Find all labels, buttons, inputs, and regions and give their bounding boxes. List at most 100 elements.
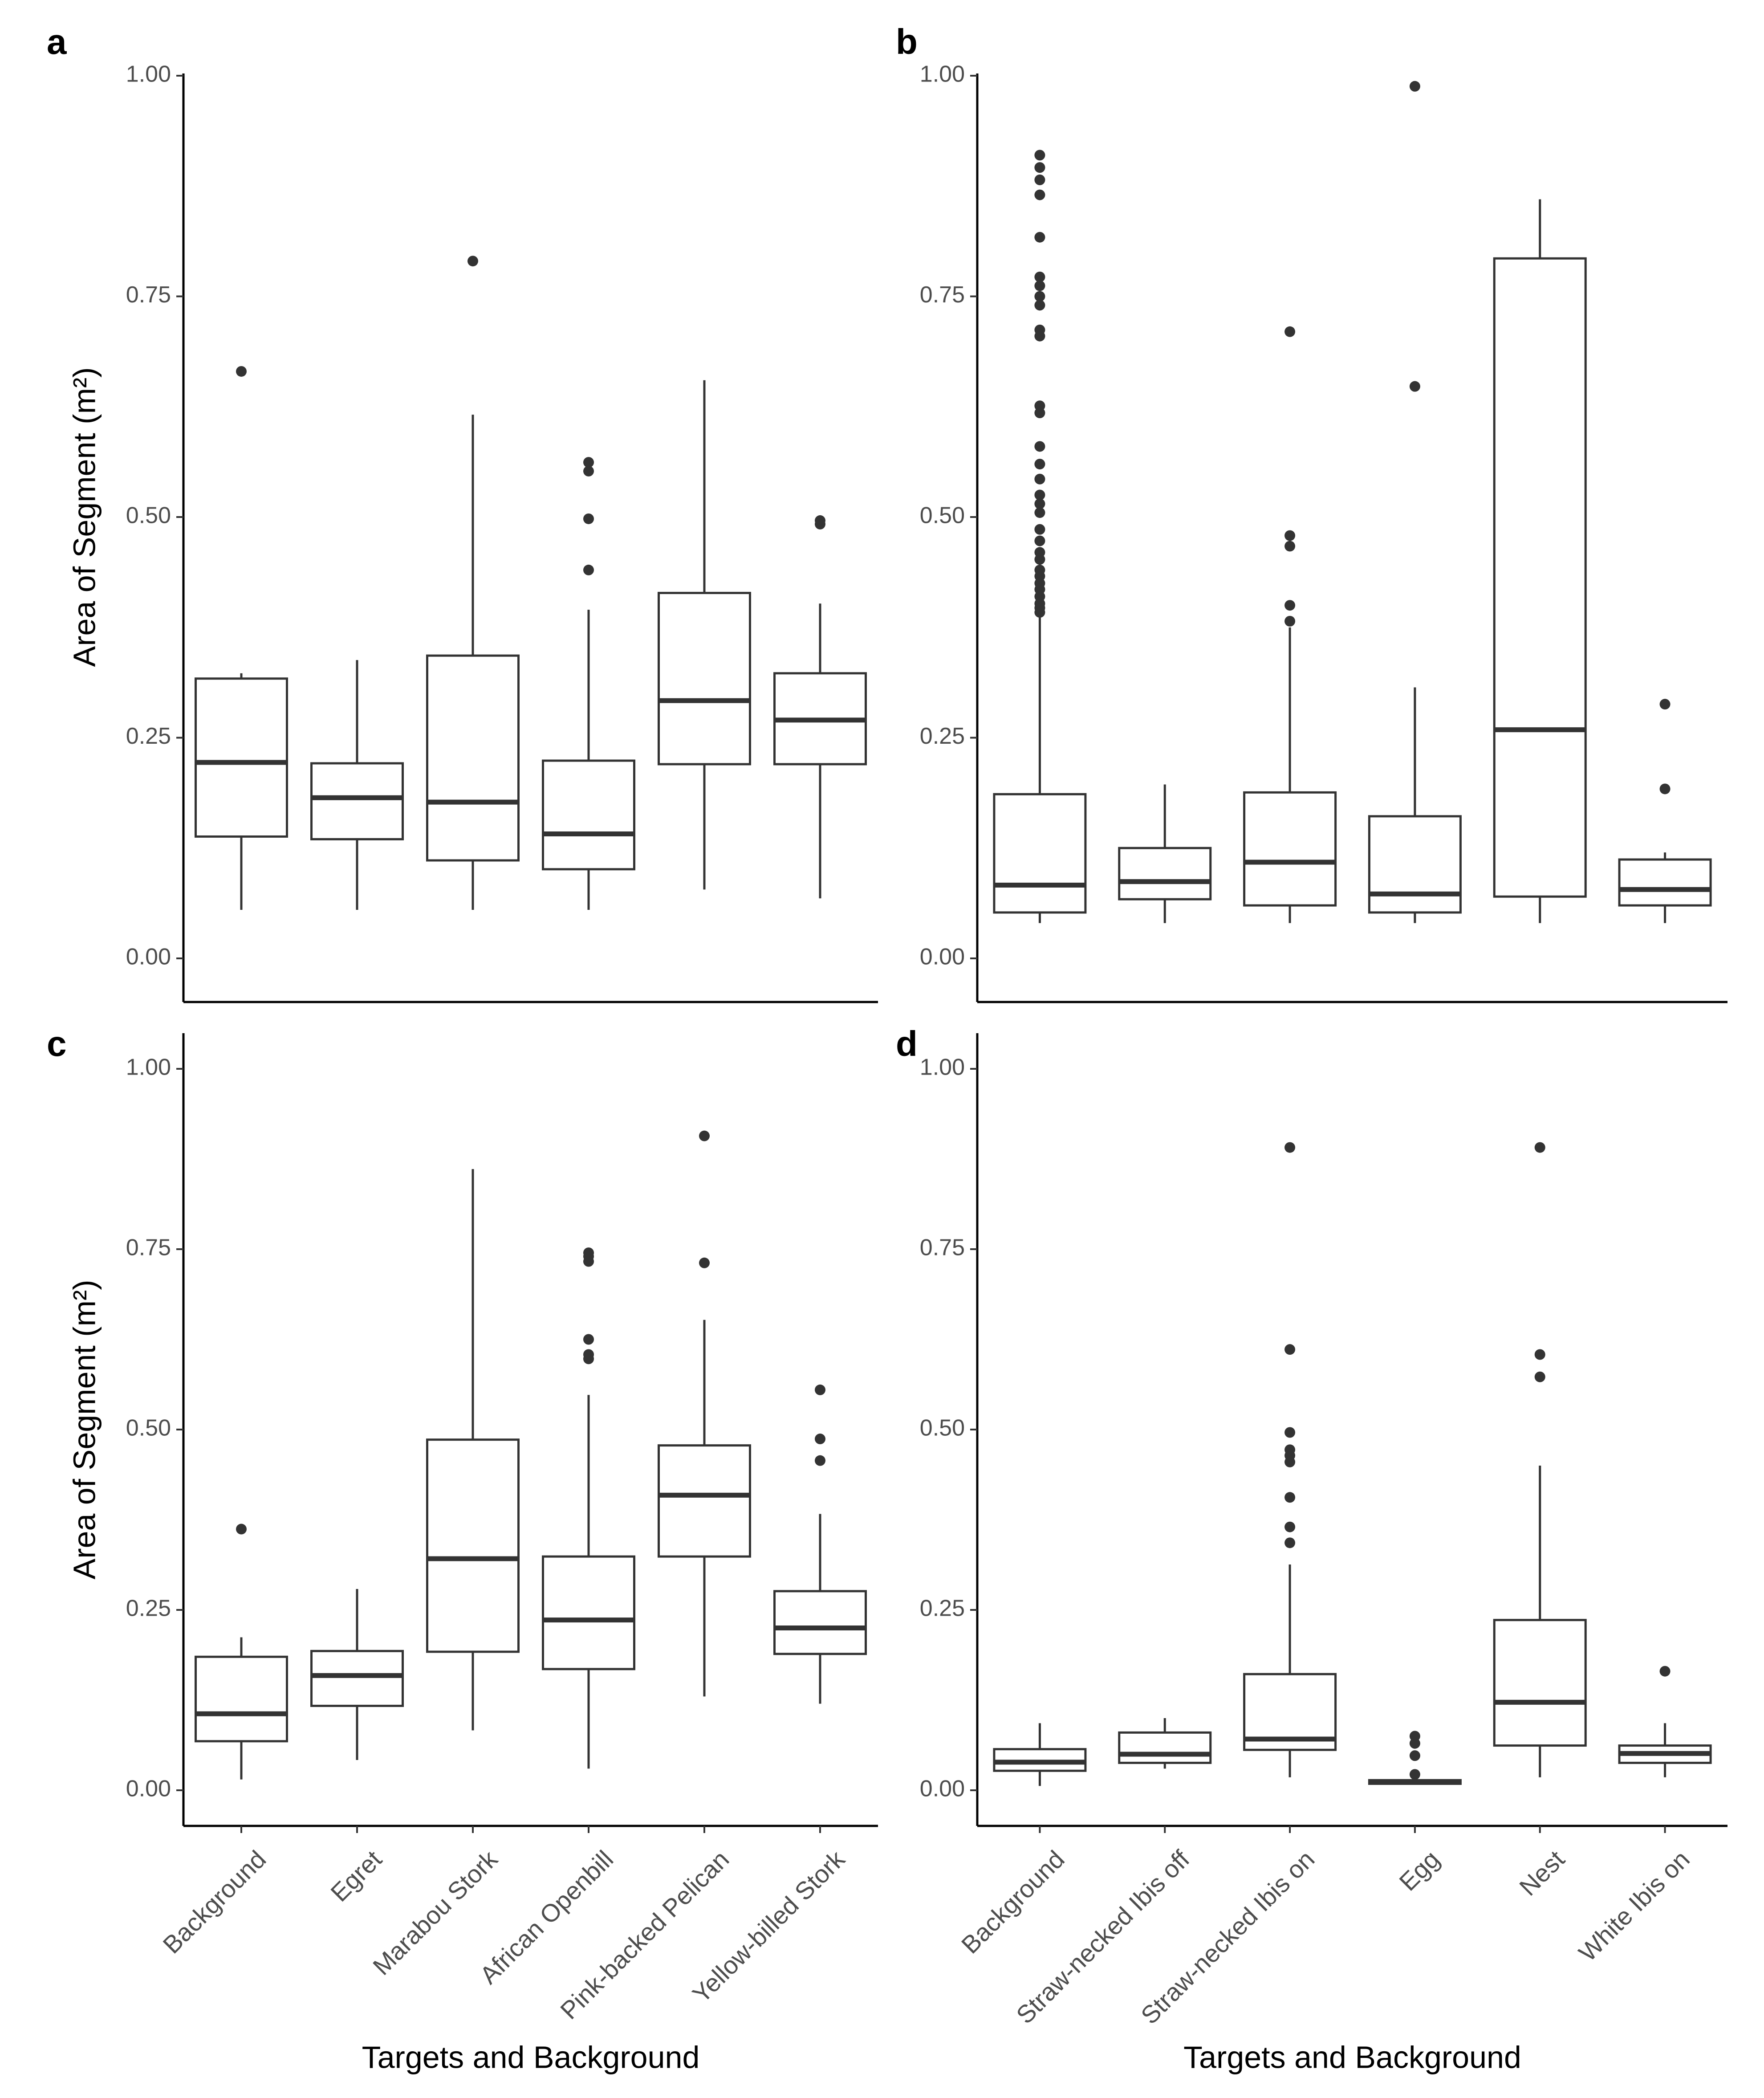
outlier-point — [1284, 1521, 1296, 1532]
iqr-box — [195, 677, 288, 838]
outlier-point — [1284, 530, 1296, 541]
y-tick-label: 1.00 — [920, 1055, 965, 1080]
outlier-point — [1034, 189, 1045, 200]
outlier-point — [1659, 1666, 1671, 1677]
panel-b: b 0.00 0.25 0.50 0.75 1.00 — [896, 22, 1727, 1003]
outlier-point — [236, 366, 247, 377]
outlier-point — [699, 1130, 710, 1141]
box-background — [195, 1524, 288, 1780]
outlier-point — [1034, 489, 1045, 501]
outlier-point — [1284, 1492, 1296, 1503]
y-tick-label: 0.00 — [920, 1776, 965, 1802]
iqr-box — [993, 793, 1087, 914]
box-egg — [1368, 81, 1462, 923]
outlier-point — [583, 1334, 594, 1345]
box-yellow-billed-stork — [773, 515, 867, 899]
y-axis-title: Area of Segment (m²) — [67, 367, 102, 667]
iqr-box — [1118, 1731, 1212, 1764]
iqr-box — [426, 1438, 520, 1653]
outlier-point — [1034, 324, 1045, 335]
y-tick-label: 0.50 — [920, 1415, 965, 1441]
panel-letter: b — [896, 22, 918, 61]
y-tick-label: 0.75 — [126, 1235, 171, 1261]
outlier-point — [1409, 1731, 1420, 1742]
box-pink-backed-pelican — [658, 380, 751, 890]
outlier-point — [1409, 381, 1420, 392]
iqr-box — [658, 591, 751, 766]
x-axis-title: Targets and Background — [1183, 2040, 1521, 2074]
outlier-point — [1034, 441, 1045, 452]
panel-letter: a — [47, 22, 67, 61]
outlier-point — [583, 1247, 594, 1259]
outlier-point — [1034, 498, 1045, 509]
outlier-point — [1034, 524, 1045, 535]
box-straw-necked-ibis-off — [1118, 1718, 1212, 1769]
outlier-point — [1284, 1537, 1296, 1548]
y-tick-label: 0.00 — [126, 944, 171, 970]
box-background — [195, 366, 288, 910]
y-tick-label: 0.00 — [920, 944, 965, 970]
y-tick-label: 1.00 — [126, 61, 171, 87]
y-tick-label: 0.25 — [126, 723, 171, 749]
outlier-point — [1534, 1349, 1545, 1360]
panel-a: a 0.00 0.25 0.50 0.75 1.00 Area of Segment (m²… — [47, 22, 878, 1003]
outlier-point — [1034, 232, 1045, 243]
iqr-box — [310, 762, 404, 840]
iqr-box — [542, 1555, 635, 1670]
outlier-point — [1034, 459, 1045, 470]
outlier-point — [1659, 783, 1671, 794]
outlier-point — [1034, 174, 1045, 185]
y-tick-label: 1.00 — [920, 61, 965, 87]
iqr-box — [310, 1650, 404, 1707]
y-tick-label: 0.25 — [920, 1596, 965, 1621]
y-tick-label: 0.00 — [126, 1776, 171, 1802]
outlier-point — [1034, 291, 1045, 302]
y-tick-label: 0.50 — [126, 1415, 171, 1441]
outlier-point — [1534, 1371, 1545, 1382]
box-background — [993, 1723, 1087, 1786]
outlier-point — [1284, 1344, 1296, 1355]
y-tick-label: 0.50 — [920, 503, 965, 529]
box-straw-necked-ibis-off — [1118, 784, 1212, 923]
iqr-box — [1618, 858, 1712, 907]
iqr-box — [542, 759, 635, 871]
y-tick-label: 0.75 — [126, 282, 171, 308]
iqr-box — [426, 654, 520, 862]
iqr-box — [1493, 1619, 1587, 1747]
iqr-box — [1118, 847, 1212, 900]
outlier-point — [1284, 615, 1296, 627]
box-background — [993, 150, 1087, 923]
outlier-point — [467, 256, 478, 267]
outlier-point — [1409, 1750, 1420, 1761]
outlier-point — [1284, 541, 1296, 552]
outlier-point — [583, 465, 594, 477]
outlier-point — [1034, 271, 1045, 282]
outlier-point — [1284, 1142, 1296, 1153]
outlier-point — [1409, 1769, 1420, 1780]
x-axis-title: Targets and Background — [362, 2040, 700, 2074]
outlier-point — [1034, 473, 1045, 485]
box-marabou-stork — [426, 1169, 520, 1731]
outlier-point — [1034, 280, 1045, 291]
box-pink-backed-pelican — [658, 1130, 751, 1697]
outlier-point — [815, 1434, 825, 1445]
box-yellow-billed-stork — [773, 1384, 867, 1704]
box-straw-necked-ibis-on — [1243, 326, 1337, 923]
y-tick-label: 0.75 — [920, 282, 965, 308]
box-white-ibis-on — [1618, 699, 1712, 923]
outlier-point — [1034, 507, 1045, 518]
outlier-point — [1284, 1444, 1296, 1455]
outlier-point — [1534, 1142, 1545, 1153]
outlier-point — [583, 513, 594, 524]
outlier-point — [1659, 699, 1671, 710]
y-axis-title: Area of Segment (m²) — [67, 1280, 102, 1580]
box-african-openbill — [542, 457, 635, 910]
outlier-point — [583, 1349, 594, 1360]
panel-letter: d — [896, 1024, 918, 1063]
iqr-box — [658, 1444, 751, 1558]
outlier-point — [699, 1257, 710, 1268]
outlier-point — [1034, 400, 1045, 411]
outlier-point — [583, 457, 594, 468]
box-straw-necked-ibis-on — [1243, 1142, 1337, 1777]
